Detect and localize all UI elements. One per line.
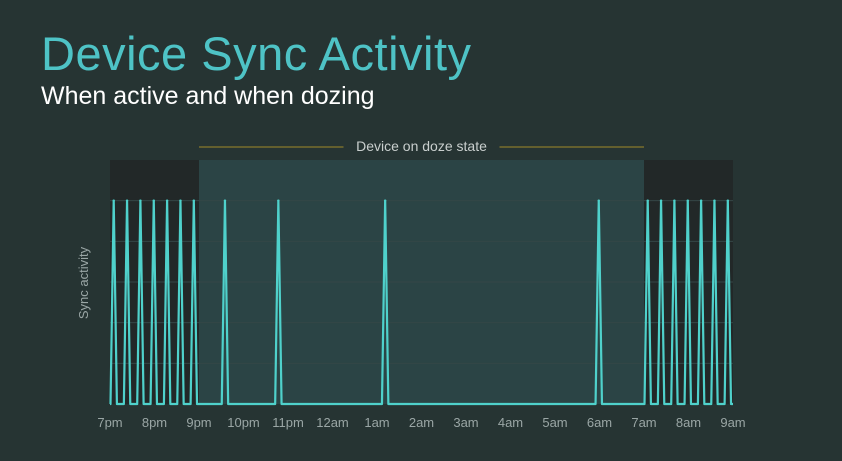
sync-peak-point <box>659 199 663 202</box>
x-tick-label: 2am <box>409 415 434 430</box>
sync-peak-point <box>139 199 142 202</box>
x-tick-label: 11pm <box>272 415 304 430</box>
sync-peak-point <box>112 199 115 202</box>
sync-peak-point <box>646 199 649 202</box>
sync-peak-point <box>597 199 600 202</box>
x-tick-label: 10pm <box>227 415 260 430</box>
x-tick-label: 6am <box>587 415 612 430</box>
sync-peak-point <box>277 199 280 202</box>
sync-peak-point <box>699 199 703 202</box>
sync-peak-point <box>673 199 676 202</box>
x-tick-label: 7pm <box>97 415 122 430</box>
sync-peak-point <box>152 199 155 202</box>
sync-activity-line <box>109 199 733 406</box>
x-tick-label: 4am <box>498 415 523 430</box>
sync-peak-point <box>165 199 169 202</box>
y-axis-label: Sync activity <box>76 246 91 319</box>
x-tick-label: 3am <box>453 415 478 430</box>
sync-peak-point <box>179 199 182 202</box>
x-tick-label: 7am <box>631 415 656 430</box>
chart-subtitle: When active and when dozing <box>41 82 375 110</box>
x-tick-label: 9am <box>720 415 745 430</box>
sync-peak-point <box>383 199 387 202</box>
doze-state-label: Device on doze state <box>356 138 487 154</box>
sync-peak-point <box>192 199 196 202</box>
sync-peak-point <box>713 199 716 202</box>
x-tick-label: 12am <box>316 415 349 430</box>
x-tick-label: 1am <box>364 415 389 430</box>
sync-peak-point <box>223 199 227 202</box>
x-tick-label: 8am <box>676 415 701 430</box>
sync-peak-point <box>125 199 129 202</box>
x-tick-label: 8pm <box>142 415 167 430</box>
chart-title: Device Sync Activity <box>41 27 472 80</box>
x-tick-label: 9pm <box>186 415 211 430</box>
sync-peak-point <box>686 199 689 202</box>
sync-peak-point <box>726 199 730 202</box>
x-tick-label: 5am <box>542 415 567 430</box>
